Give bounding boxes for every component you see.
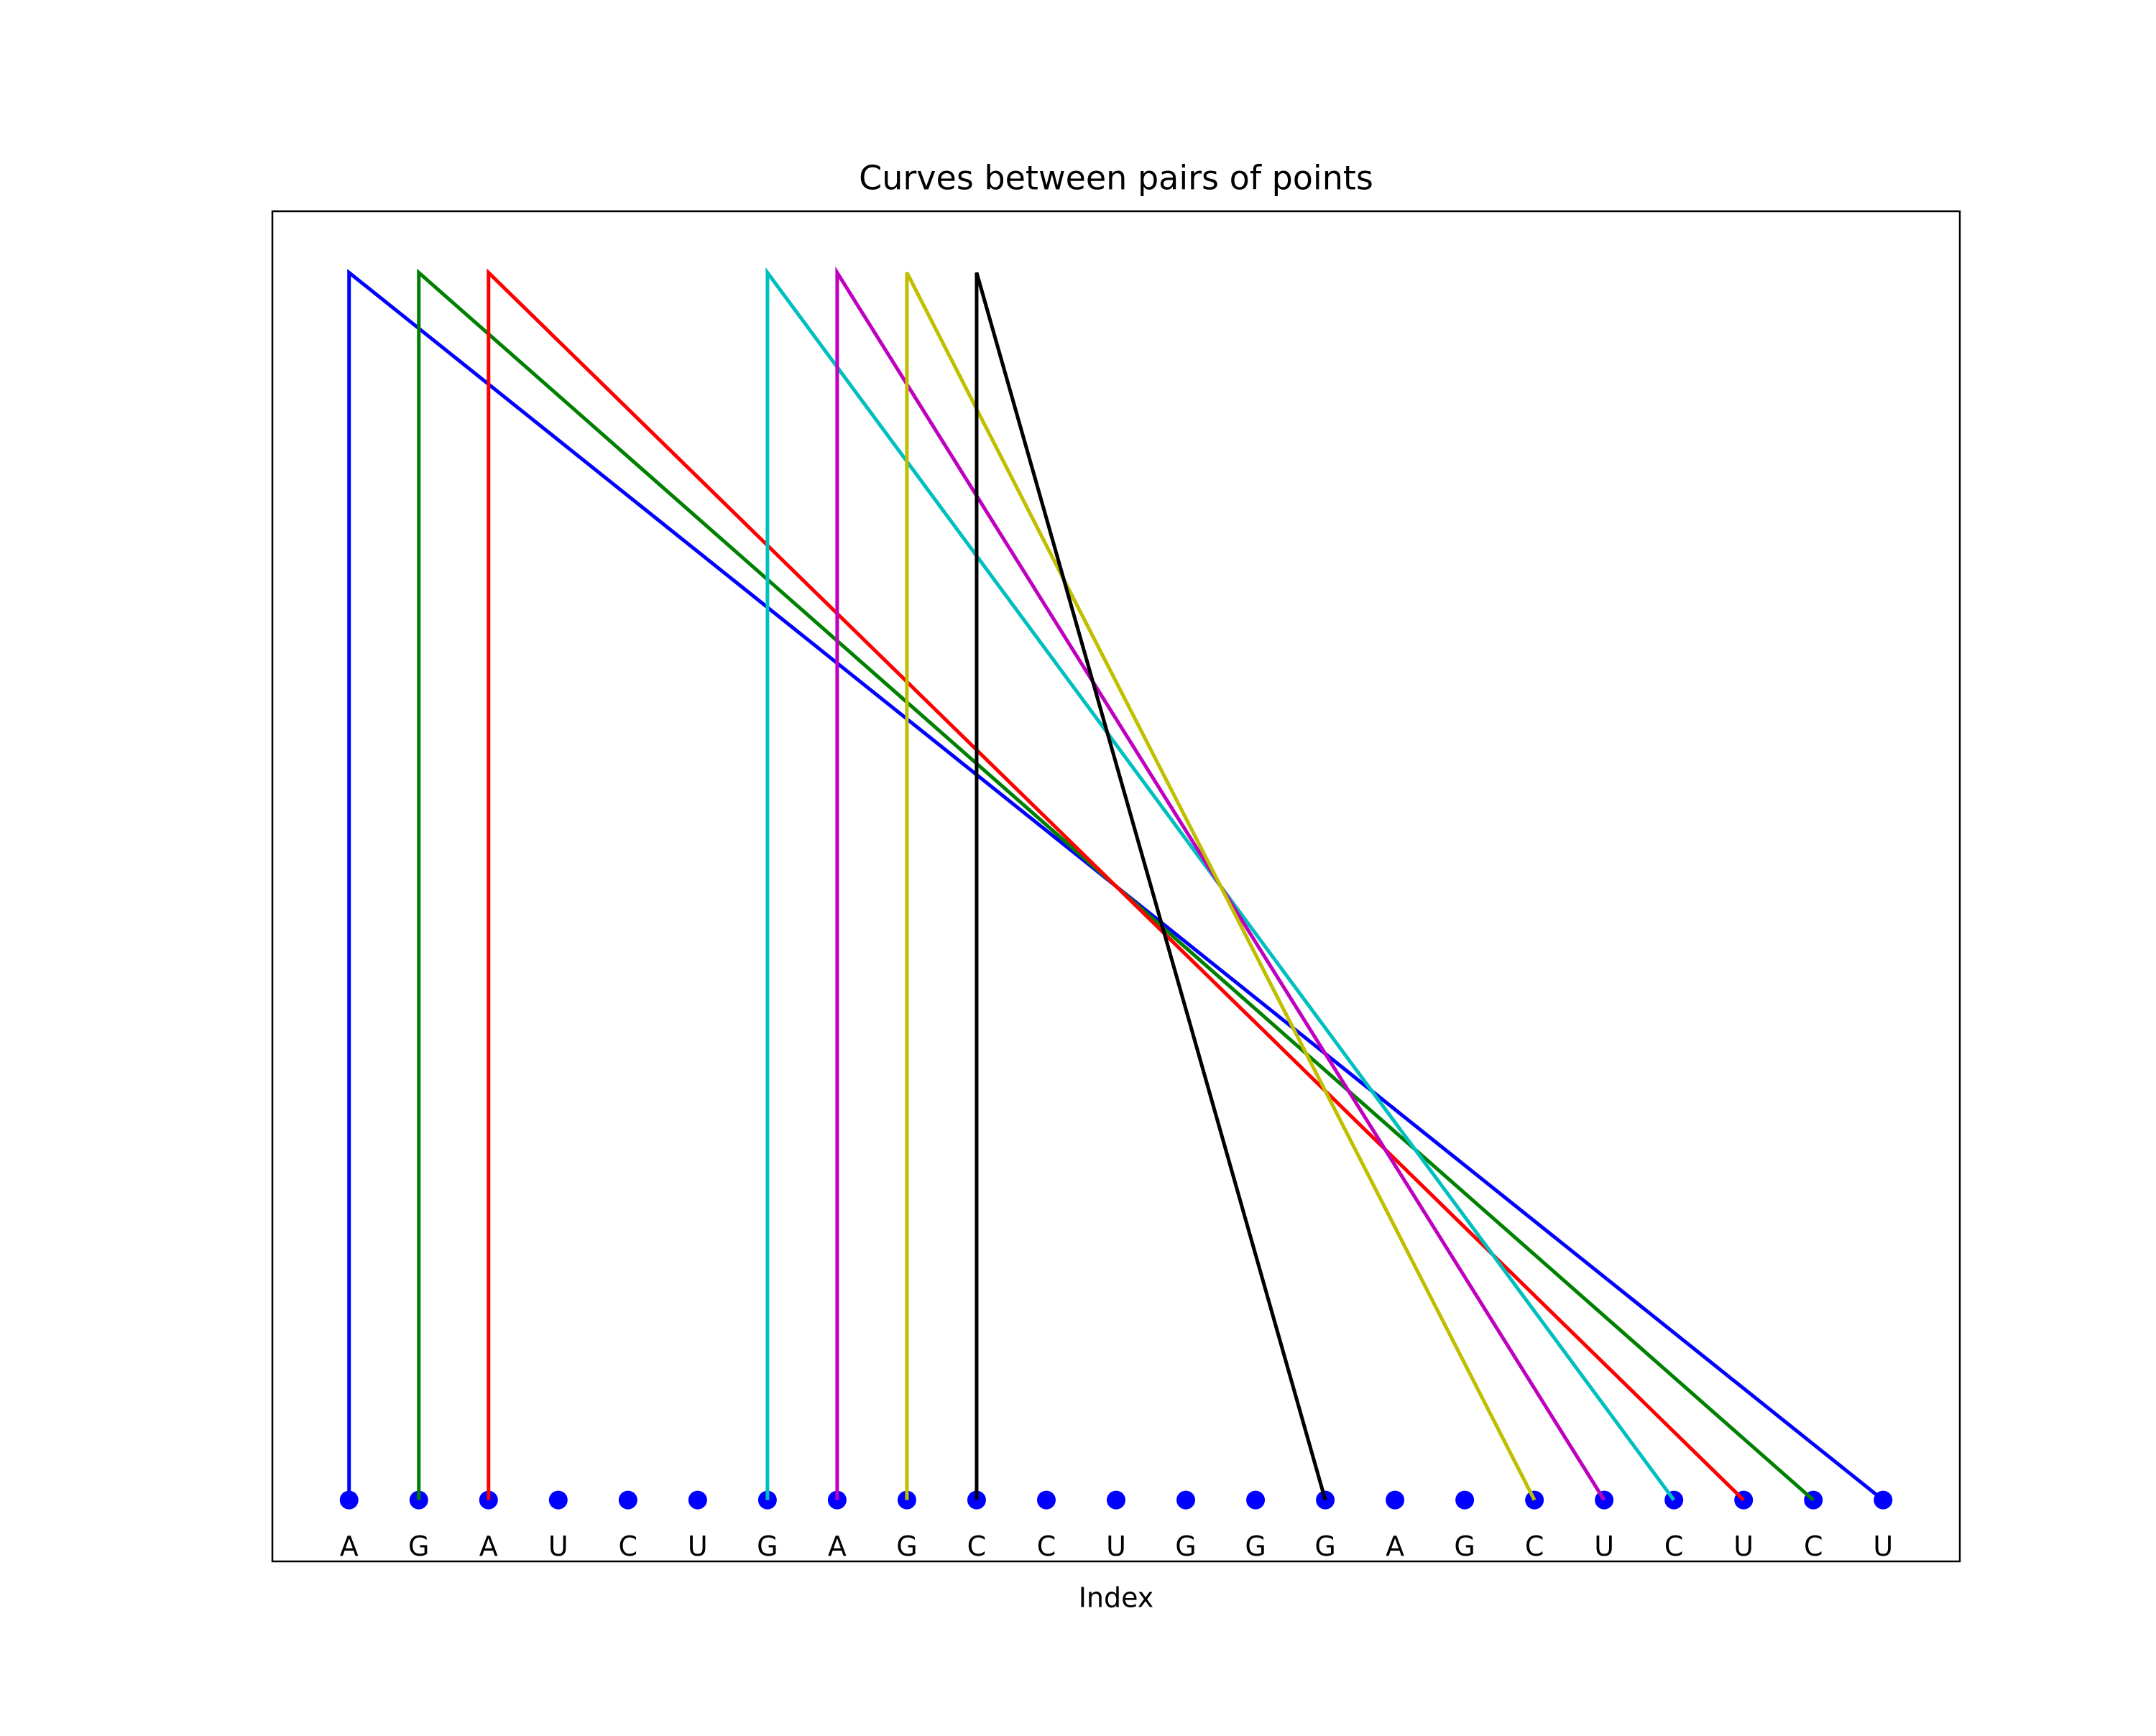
point-label: C: [1037, 1530, 1056, 1562]
point-label: A: [1386, 1530, 1404, 1562]
point: [1107, 1490, 1125, 1510]
point-label: A: [340, 1530, 359, 1562]
chart-title: Curves between pairs of points: [859, 159, 1373, 198]
point-label: U: [548, 1530, 568, 1562]
point-label: G: [1245, 1530, 1266, 1562]
axes-frame: [271, 210, 1961, 1563]
point: [618, 1490, 637, 1510]
point: [548, 1490, 568, 1510]
point: [1246, 1490, 1266, 1510]
point-label: G: [408, 1530, 429, 1562]
point: [688, 1490, 707, 1510]
point-label: A: [828, 1530, 847, 1562]
point: [1036, 1490, 1056, 1510]
point-label: C: [1664, 1530, 1684, 1562]
point-label: C: [619, 1530, 638, 1562]
point-label: G: [1454, 1530, 1475, 1562]
point-label: G: [1175, 1530, 1196, 1562]
point: [1386, 1490, 1405, 1510]
point-label: A: [479, 1530, 498, 1562]
point-label: C: [967, 1530, 987, 1562]
x-axis-label: Index: [1079, 1582, 1154, 1614]
point-label: U: [1873, 1530, 1893, 1562]
point-label: U: [1733, 1530, 1754, 1562]
point-label: G: [757, 1530, 778, 1562]
point-label: U: [1106, 1530, 1126, 1562]
point-label: G: [1314, 1530, 1335, 1562]
point: [1455, 1490, 1475, 1510]
point: [1176, 1490, 1196, 1510]
point-label: U: [688, 1530, 708, 1562]
point-label: U: [1594, 1530, 1614, 1562]
pair-line: [975, 272, 1327, 1501]
pair-line: [835, 266, 1606, 1501]
point-label: C: [1804, 1530, 1823, 1562]
pair-line: [765, 267, 1676, 1502]
pair-line: [905, 272, 1537, 1501]
point-label: C: [1525, 1530, 1544, 1562]
point-label: G: [896, 1530, 917, 1562]
